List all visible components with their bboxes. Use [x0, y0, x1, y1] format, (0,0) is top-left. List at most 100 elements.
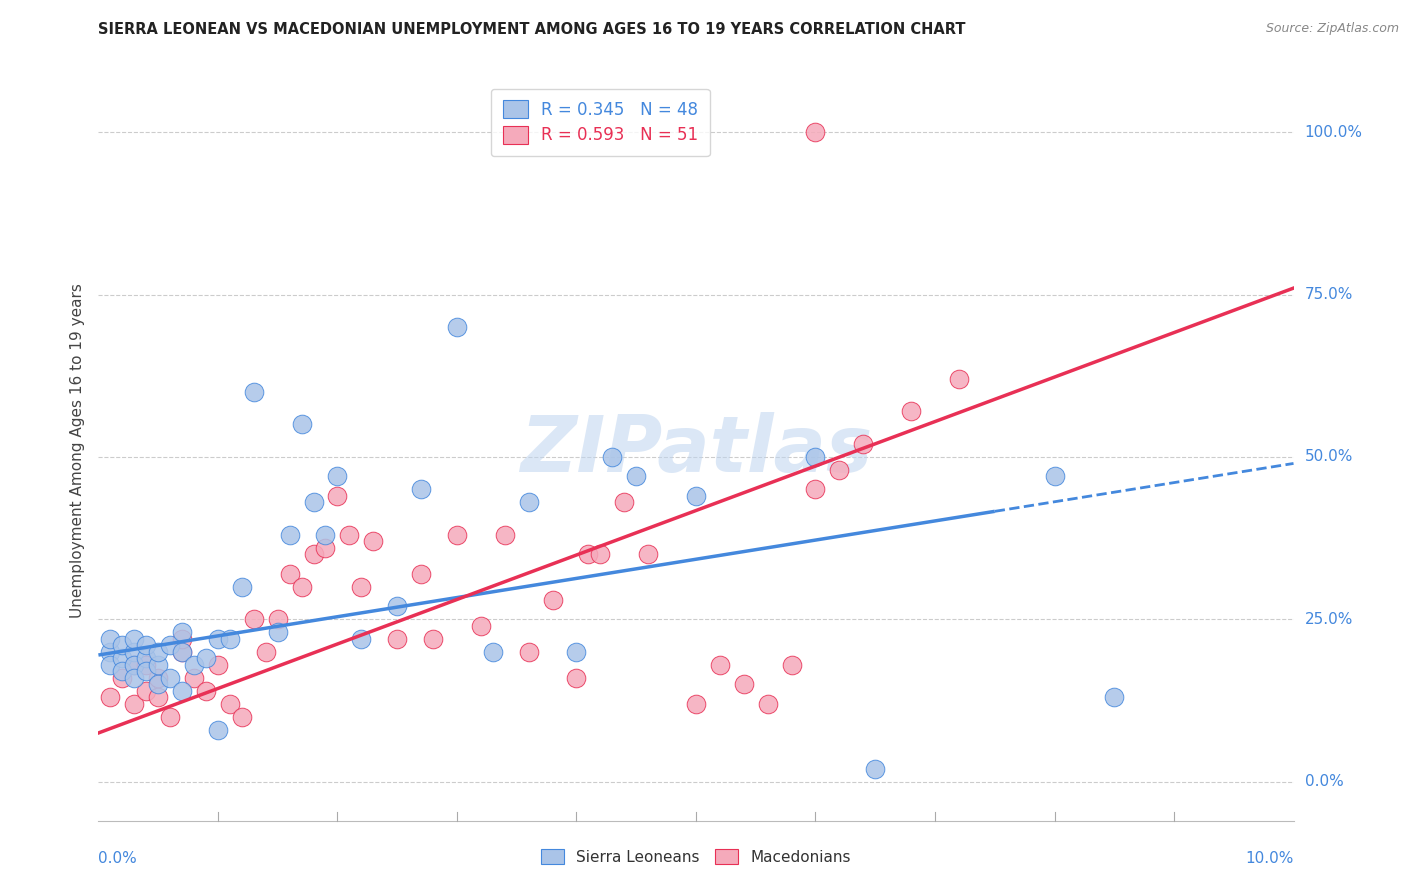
Point: [98, 645, 122, 659]
Point: [804, 125, 827, 139]
Point: [446, 528, 468, 542]
Point: [159, 638, 181, 652]
Legend: Sierra Leoneans, Macedonians: Sierra Leoneans, Macedonians: [533, 841, 859, 872]
Point: [111, 651, 134, 665]
Point: [1043, 469, 1066, 483]
Y-axis label: Unemployment Among Ages 16 to 19 years: Unemployment Among Ages 16 to 19 years: [69, 283, 84, 618]
Point: [207, 723, 229, 737]
Point: [111, 671, 134, 685]
Point: [624, 469, 647, 483]
Point: [315, 528, 337, 542]
Point: [98, 657, 122, 672]
Point: [470, 619, 492, 633]
Point: [865, 762, 887, 776]
Point: [231, 710, 253, 724]
Point: [385, 632, 409, 646]
Point: [565, 671, 588, 685]
Point: [243, 612, 266, 626]
Point: [350, 580, 373, 594]
Point: [124, 645, 146, 659]
Point: [290, 580, 312, 594]
Point: [828, 463, 851, 477]
Point: [219, 632, 242, 646]
Point: [278, 528, 301, 542]
Point: [411, 483, 433, 497]
Point: [804, 450, 827, 464]
Point: [148, 645, 170, 659]
Text: 0.0%: 0.0%: [98, 851, 138, 866]
Point: [363, 534, 385, 549]
Point: [207, 657, 229, 672]
Point: [172, 645, 194, 659]
Point: [194, 651, 218, 665]
Point: [183, 671, 205, 685]
Point: [135, 683, 157, 698]
Point: [481, 645, 505, 659]
Point: [159, 710, 181, 724]
Point: [243, 384, 266, 399]
Point: [148, 677, 170, 691]
Point: [135, 638, 157, 652]
Point: [339, 528, 360, 542]
Point: [709, 657, 731, 672]
Point: [804, 483, 827, 497]
Text: 10.0%: 10.0%: [1246, 851, 1294, 866]
Point: [613, 495, 636, 509]
Point: [267, 625, 290, 640]
Point: [135, 657, 157, 672]
Point: [733, 677, 755, 691]
Point: [278, 566, 301, 581]
Point: [111, 665, 134, 679]
Point: [172, 645, 194, 659]
Point: [900, 404, 922, 418]
Point: [422, 632, 444, 646]
Point: [172, 632, 194, 646]
Point: [326, 489, 349, 503]
Point: [578, 547, 600, 561]
Point: [124, 657, 146, 672]
Point: [780, 657, 803, 672]
Point: [948, 372, 970, 386]
Point: [219, 697, 242, 711]
Point: [124, 657, 146, 672]
Point: [148, 671, 170, 685]
Point: [124, 671, 146, 685]
Point: [350, 632, 373, 646]
Text: SIERRA LEONEAN VS MACEDONIAN UNEMPLOYMENT AMONG AGES 16 TO 19 YEARS CORRELATION : SIERRA LEONEAN VS MACEDONIAN UNEMPLOYMEN…: [98, 22, 966, 37]
Point: [124, 632, 146, 646]
Point: [685, 697, 707, 711]
Point: [98, 690, 122, 705]
Point: [148, 690, 170, 705]
Text: 75.0%: 75.0%: [1305, 287, 1353, 302]
Point: [446, 320, 468, 334]
Text: 50.0%: 50.0%: [1305, 450, 1353, 465]
Text: 25.0%: 25.0%: [1305, 612, 1353, 627]
Point: [852, 437, 875, 451]
Point: [541, 592, 564, 607]
Text: ZIPatlas: ZIPatlas: [520, 412, 872, 489]
Point: [600, 450, 623, 464]
Point: [302, 495, 325, 509]
Point: [98, 632, 122, 646]
Point: [135, 651, 157, 665]
Point: [183, 657, 205, 672]
Point: [111, 638, 134, 652]
Point: [135, 665, 157, 679]
Point: [326, 469, 349, 483]
Point: [231, 580, 253, 594]
Point: [159, 671, 181, 685]
Point: [637, 547, 659, 561]
Point: [385, 599, 409, 614]
Point: [124, 697, 146, 711]
Point: [315, 541, 337, 555]
Point: [172, 683, 194, 698]
Text: 100.0%: 100.0%: [1305, 125, 1362, 140]
Point: [194, 683, 218, 698]
Point: [254, 645, 277, 659]
Point: [565, 645, 588, 659]
Point: [148, 657, 170, 672]
Point: [290, 417, 312, 432]
Point: [756, 697, 779, 711]
Point: [589, 547, 612, 561]
Point: [517, 645, 540, 659]
